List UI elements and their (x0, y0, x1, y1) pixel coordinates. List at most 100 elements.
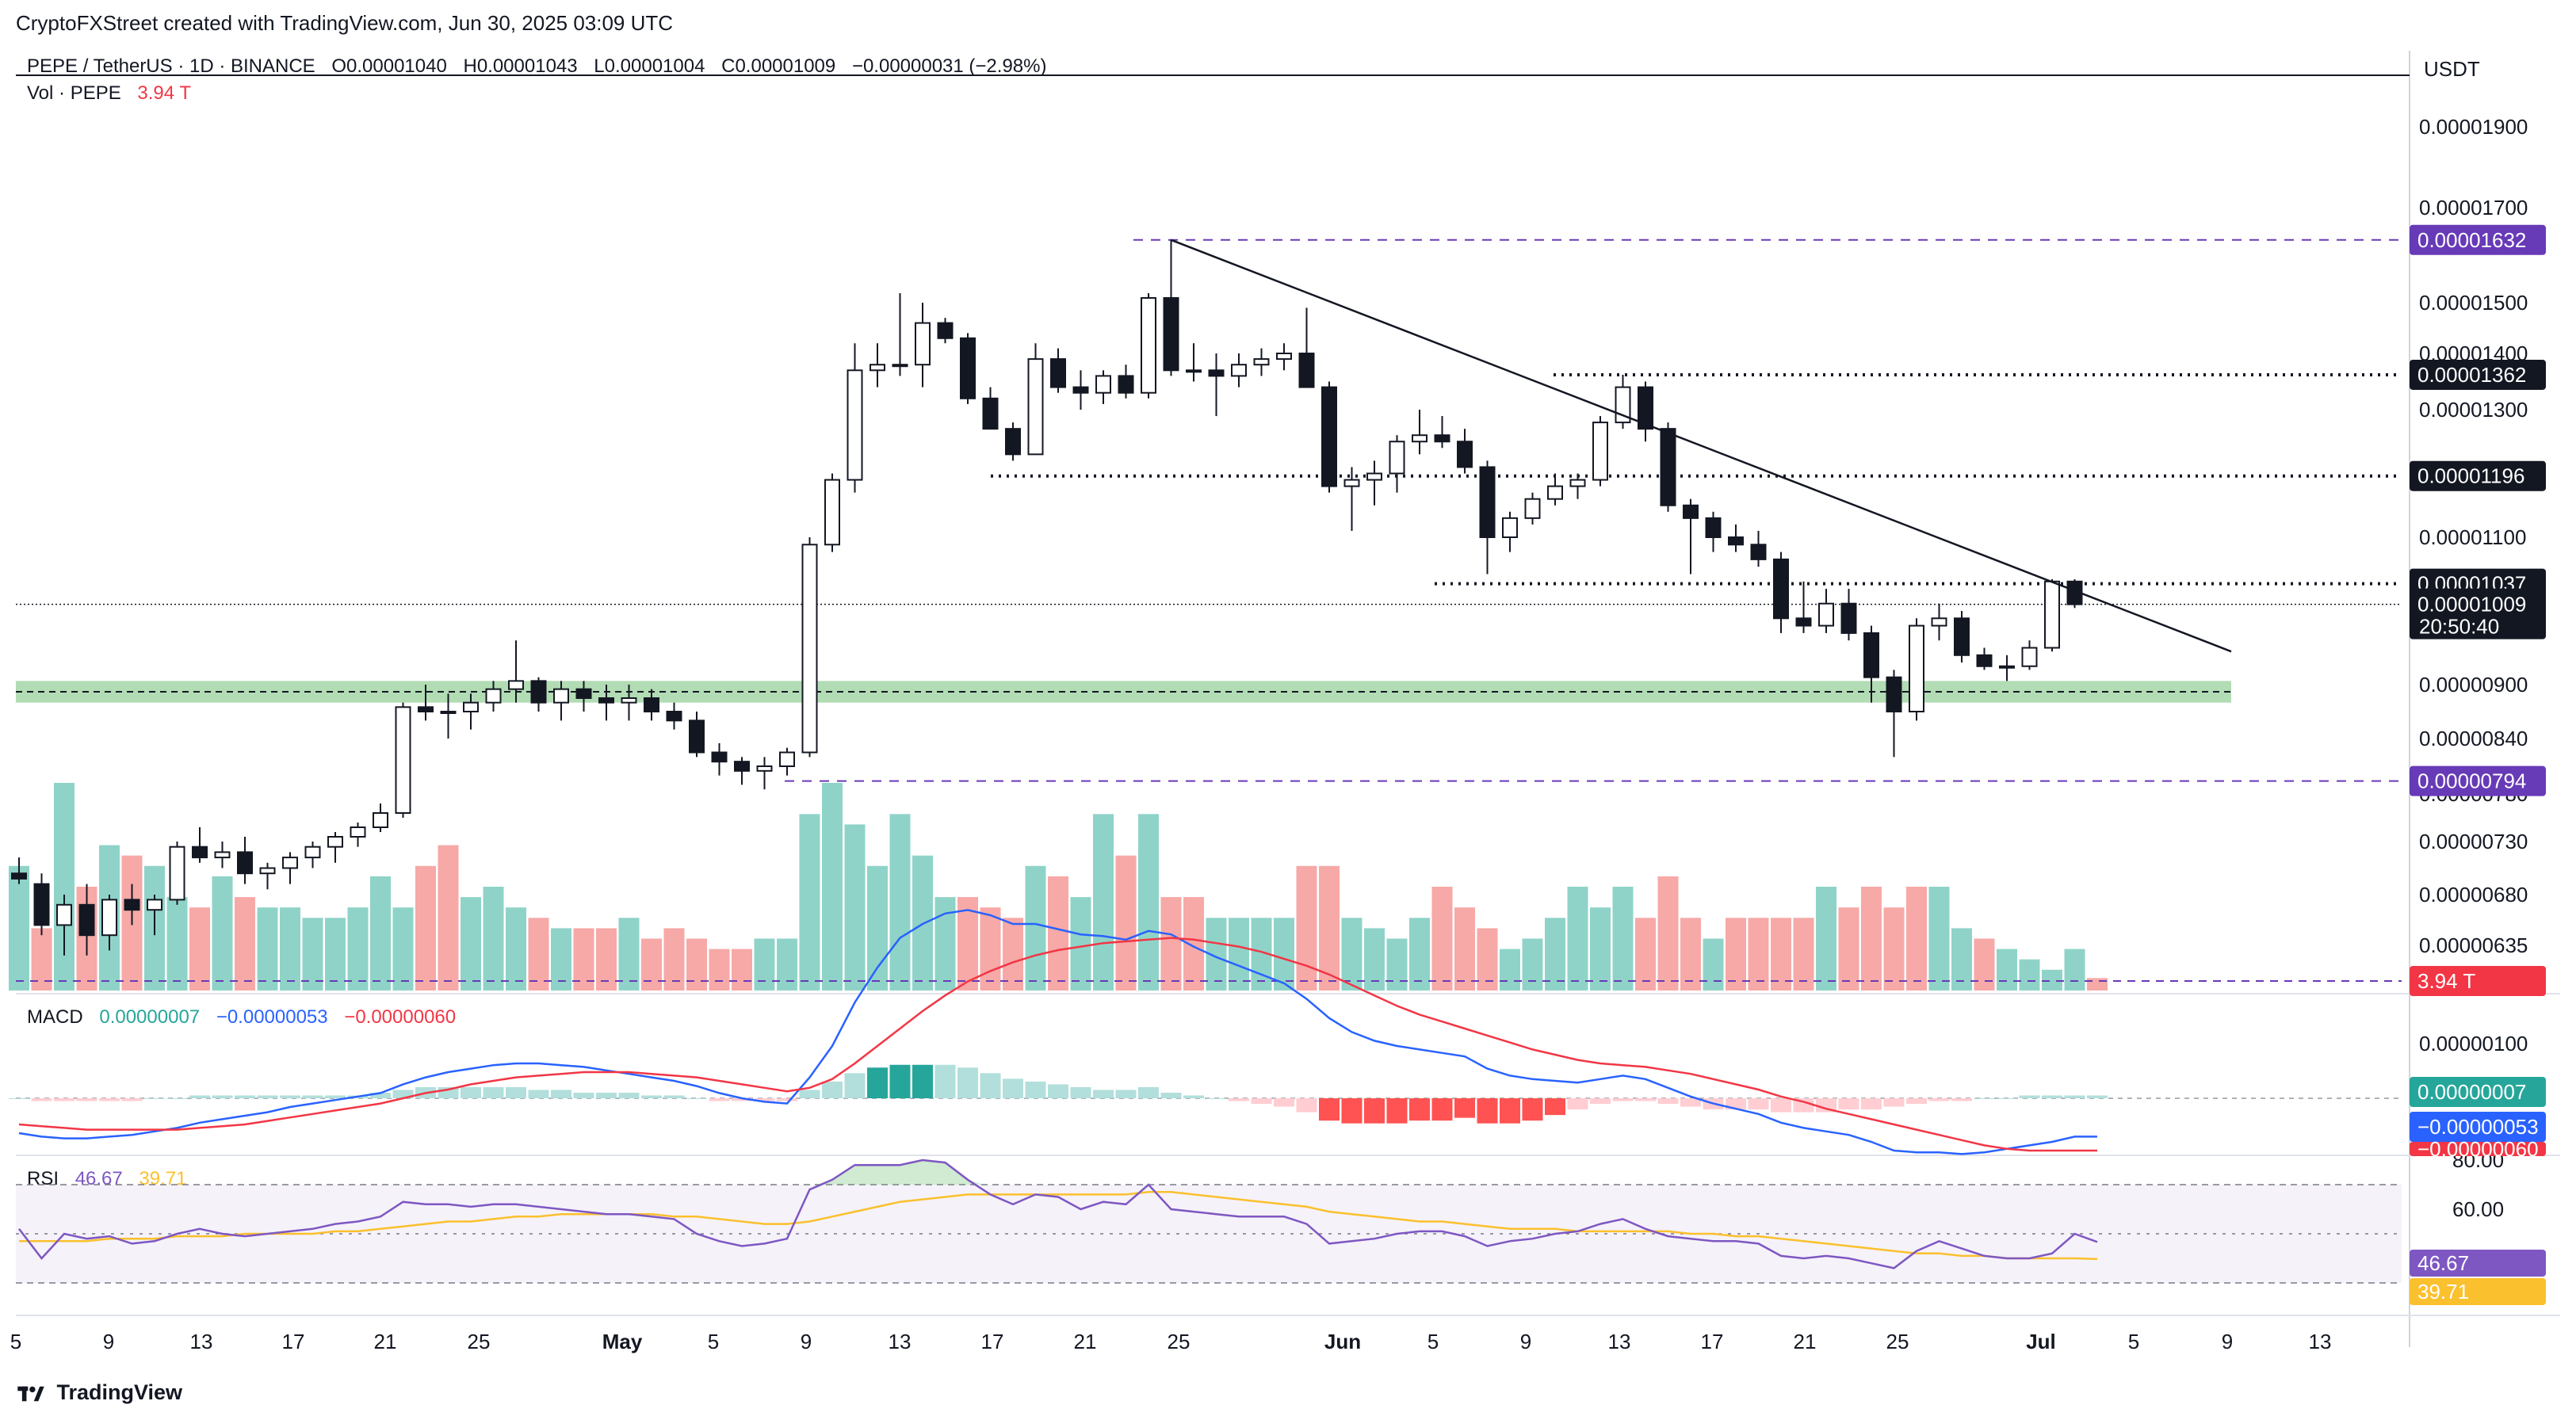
candle-body (124, 899, 140, 911)
macd-histogram-bar (1454, 1098, 1475, 1118)
macd-histogram-bar (799, 1090, 820, 1098)
volume-bar (144, 865, 165, 991)
candle-body (1095, 375, 1111, 394)
candle-body (1909, 624, 1924, 712)
price-tag-1196: 0.00001196 (2417, 464, 2524, 488)
candle-body (1118, 375, 1134, 394)
macd-histogram-bar (1431, 1098, 1453, 1121)
date-tick-label: Jul (2026, 1330, 2056, 1353)
date-tick-label: 13 (190, 1330, 213, 1353)
macd-legend[interactable]: MACD 0.00000007 −0.00000053 −0.00000060 (27, 1006, 467, 1029)
macd-histogram-bar (1319, 1098, 1340, 1121)
macd-histogram-bar (2064, 1095, 2085, 1098)
candle-body (1479, 466, 1496, 539)
candle-body (78, 903, 95, 937)
candle-body (621, 697, 637, 704)
candle-body (1863, 632, 1879, 678)
macd-histogram-bar (754, 1098, 775, 1101)
macd-histogram-bar (1138, 1086, 1159, 1098)
macd-histogram-bar (641, 1095, 662, 1098)
volume-tag-bg (2410, 966, 2546, 996)
candle-body (1050, 358, 1066, 388)
date-tick-label: 25 (1886, 1330, 1909, 1353)
date-tick-label: 21 (374, 1330, 397, 1353)
candle-body (101, 899, 117, 937)
candle-body (192, 846, 208, 859)
volume-bar (1274, 918, 1294, 991)
candle-body (463, 701, 479, 713)
rsi-ma-tag-bg (2410, 1278, 2546, 1305)
volume-bar (1409, 918, 1430, 991)
macd-histogram-bar (957, 1067, 978, 1098)
macd-histogram-bar (280, 1095, 300, 1098)
candle-body (1683, 504, 1699, 519)
price-tick-label: 0.00000635 (2419, 933, 2528, 957)
candle-body (1705, 517, 1722, 538)
date-tick-label: 17 (282, 1330, 305, 1353)
macd-histogram-bar (1048, 1084, 1068, 1098)
candle-body (982, 397, 999, 430)
volume-bar (957, 897, 978, 991)
rsi-overbought-fill (816, 1160, 984, 1185)
candle-body (11, 872, 27, 880)
macd-histogram-bar (1748, 1098, 1769, 1110)
macd-histogram-bar (99, 1098, 120, 1101)
macd-signal-value: −0.00000060 (344, 1006, 457, 1028)
rsi-legend[interactable]: RSI 46.67 39.71 (27, 1168, 197, 1190)
ohlc-change: −0.00000031 (−2.98%) (851, 55, 1047, 77)
candle-body (1569, 479, 1586, 487)
macd-histogram-bar (1522, 1098, 1543, 1121)
candle-body (1141, 297, 1156, 394)
volume-bar (618, 918, 640, 991)
candle-body (1412, 434, 1428, 443)
macd-histogram-bar (54, 1098, 75, 1101)
macd-histogram-bar (2042, 1095, 2062, 1098)
price-tick-label: 0.00000680 (2419, 883, 2528, 907)
candle-body (915, 322, 931, 366)
macd-histogram-bar (212, 1095, 233, 1098)
ohlc-low: L0.00001004 (594, 55, 705, 77)
volume-bar (1793, 918, 1814, 991)
volume-bar (1726, 918, 1746, 991)
candle-body (373, 812, 388, 828)
volume-bar (370, 876, 391, 991)
price-tick-label: 0.00001300 (2419, 398, 2528, 422)
volume-label: Vol · PEPE (27, 82, 121, 104)
chart-credit: CryptoFXStreet created with TradingView.… (16, 11, 674, 35)
volume-legend[interactable]: Vol · PEPE 3.94 T (27, 82, 202, 105)
macd-histogram-bar (1545, 1098, 1565, 1116)
date-tick-label: May (602, 1330, 643, 1353)
volume-bar (934, 897, 956, 991)
tradingview-brand[interactable]: TradingView (17, 1380, 182, 1405)
macd-histogram-bar (528, 1090, 549, 1098)
macd-histogram-bar (1093, 1090, 1114, 1098)
volume-bar (1115, 855, 1137, 991)
candle-body (779, 751, 795, 767)
macd-histogram-bar (732, 1098, 752, 1101)
volume-bar (235, 897, 255, 991)
volume-bar (54, 783, 75, 991)
macd-histogram-bar (1206, 1098, 1227, 1099)
candle-body (1976, 654, 1993, 667)
volume-bar (1319, 865, 1340, 991)
volume-bar (1680, 918, 1701, 991)
ohlc-close: C0.00001009 (721, 55, 836, 77)
volume-bar (1454, 907, 1475, 991)
date-tick-label: 9 (801, 1330, 812, 1353)
macd-histogram-bar (1386, 1098, 1408, 1124)
candle-body (960, 337, 976, 399)
macd-histogram-bar (1003, 1078, 1023, 1098)
candle-body (1005, 428, 1021, 456)
volume-bar (1500, 949, 1520, 991)
candle-body (598, 697, 614, 704)
price-tick-label: 0.00001400 (2419, 342, 2528, 365)
macd-line-value: −0.00000053 (216, 1006, 328, 1028)
volume-bar (799, 814, 820, 991)
candle-body (1366, 472, 1382, 481)
macd-histogram-bar (9, 1098, 29, 1099)
macd-histogram-bar (31, 1098, 52, 1101)
candle-body (2066, 580, 2083, 605)
macd-histogram-bar (257, 1095, 278, 1098)
symbol-legend[interactable]: PEPE / TetherUS · 1D · BINANCE O0.000010… (27, 55, 1057, 78)
